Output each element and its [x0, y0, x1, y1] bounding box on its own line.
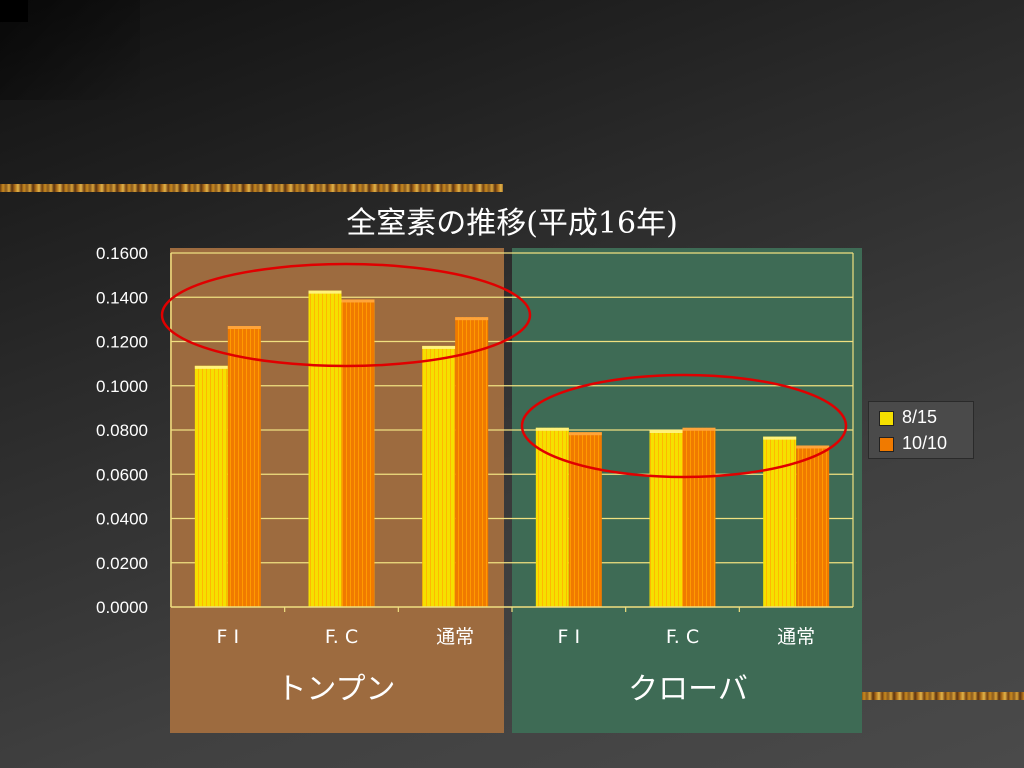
- y-tick-label: 0.0400: [96, 510, 148, 529]
- bar-top-highlight: [308, 290, 342, 294]
- bar-series2: [455, 317, 489, 607]
- group-label-tonpun: トンプン: [276, 672, 396, 707]
- y-tick-label: 0.0200: [96, 554, 148, 573]
- legend-label-series1: 8/15: [902, 407, 938, 427]
- x-tick-label: 通常: [436, 626, 474, 648]
- x-tick-label: F. C: [325, 626, 358, 648]
- bar-top-highlight: [568, 432, 602, 436]
- highlight-ellipse-clover: [520, 373, 848, 479]
- bar-series1: [422, 345, 456, 607]
- y-tick-label: 0.1000: [96, 377, 148, 396]
- bar-series2: [227, 326, 261, 607]
- y-tick-label: 0.0800: [96, 421, 148, 440]
- bar-series2: [341, 299, 375, 607]
- bar-top-highlight: [227, 326, 261, 330]
- bar-top-highlight: [796, 445, 830, 449]
- bar-series2: [568, 432, 602, 607]
- highlight-ellipse-tonpun: [160, 262, 532, 368]
- bar-top-highlight: [763, 436, 797, 440]
- x-tick-label: F I: [217, 626, 240, 648]
- legend-item-series2: 10/10: [879, 433, 947, 453]
- bar-top-highlight: [535, 427, 569, 431]
- bar-top-highlight: [682, 427, 716, 431]
- y-tick-label: 0.1600: [96, 244, 148, 263]
- y-tick-label: 0.1200: [96, 333, 148, 352]
- y-tick-label: 0.1400: [96, 288, 148, 307]
- bar-series1: [649, 430, 683, 607]
- legend-swatch-series1: [879, 410, 894, 426]
- bar-series1: [535, 427, 569, 607]
- bar-series1: [308, 290, 342, 607]
- x-tick-label: F. C: [666, 626, 699, 648]
- bar-top-highlight: [649, 430, 683, 433]
- bar-top-highlight: [455, 317, 489, 321]
- bar-series2: [796, 445, 830, 607]
- legend-label-series2: 10/10: [902, 433, 948, 453]
- bar-series1: [763, 436, 797, 607]
- group-label-clover: クローバ: [628, 672, 748, 707]
- bar-top-highlight: [341, 299, 375, 303]
- y-tick-label: 0.0600: [96, 465, 148, 484]
- bar-series2: [682, 427, 716, 607]
- x-tick-label: F I: [558, 626, 581, 648]
- x-tick-label: 通常: [777, 626, 815, 648]
- bar-top-highlight: [194, 365, 228, 369]
- legend-item-series1: 8/15: [879, 407, 937, 427]
- legend: 8/15 10/10: [868, 401, 974, 459]
- decorative-strip-top: [0, 184, 503, 192]
- y-tick-label: 0.0000: [96, 598, 148, 617]
- chart-title: 全窒素の推移(平成16年): [346, 206, 678, 241]
- bar-top-highlight: [422, 345, 456, 349]
- bar-series1: [194, 365, 228, 607]
- legend-swatch-series2: [879, 436, 894, 452]
- corner-fade-decoration: [0, 0, 140, 100]
